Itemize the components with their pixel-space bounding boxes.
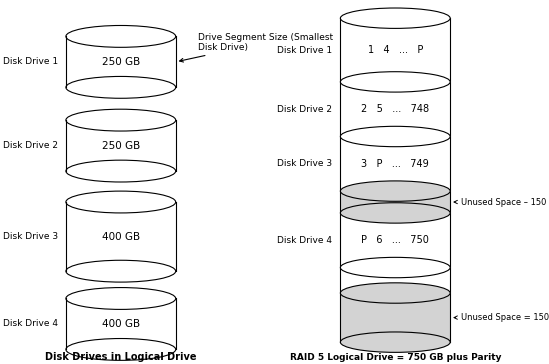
Ellipse shape — [340, 203, 450, 223]
Text: Disk Drive 1: Disk Drive 1 — [277, 46, 332, 55]
Text: 2   5   ...   748: 2 5 ... 748 — [361, 104, 429, 114]
Ellipse shape — [66, 339, 176, 360]
Ellipse shape — [340, 126, 450, 147]
Ellipse shape — [340, 181, 450, 201]
Text: Drive Segment Size (Smallest
Disk Drive): Drive Segment Size (Smallest Disk Drive) — [180, 33, 333, 62]
Text: Disk Drive 3: Disk Drive 3 — [3, 232, 58, 241]
Ellipse shape — [66, 109, 176, 131]
Ellipse shape — [66, 160, 176, 182]
Text: Disk Drives in Logical Drive: Disk Drives in Logical Drive — [45, 352, 197, 362]
Text: 250 GB: 250 GB — [102, 57, 140, 67]
Ellipse shape — [66, 191, 176, 213]
Polygon shape — [66, 120, 176, 171]
Text: Disk Drive 1: Disk Drive 1 — [3, 58, 58, 66]
Ellipse shape — [340, 283, 450, 303]
Text: RAID 5 Logical Drive = 750 GB plus Parity: RAID 5 Logical Drive = 750 GB plus Parit… — [289, 353, 501, 362]
Text: P   6   ...   750: P 6 ... 750 — [361, 235, 429, 245]
Ellipse shape — [66, 260, 176, 282]
Text: Disk Drive 4: Disk Drive 4 — [277, 236, 332, 245]
Polygon shape — [66, 36, 176, 87]
Text: Unused Space – 150 GB: Unused Space – 150 GB — [454, 198, 549, 206]
Ellipse shape — [66, 25, 176, 47]
Ellipse shape — [340, 72, 450, 92]
Polygon shape — [340, 191, 450, 213]
Text: 400 GB: 400 GB — [102, 232, 140, 242]
Text: 250 GB: 250 GB — [102, 141, 140, 151]
Ellipse shape — [340, 8, 450, 28]
Text: 400 GB: 400 GB — [102, 319, 140, 329]
Text: Unused Space = 150 GB: Unused Space = 150 GB — [454, 313, 549, 322]
Text: Disk Drive 3: Disk Drive 3 — [277, 159, 332, 168]
Ellipse shape — [340, 332, 450, 352]
Ellipse shape — [66, 76, 176, 98]
Ellipse shape — [340, 257, 450, 278]
Polygon shape — [66, 202, 176, 271]
Polygon shape — [66, 298, 176, 349]
Text: Disk Drive 4: Disk Drive 4 — [3, 320, 58, 328]
Polygon shape — [340, 293, 450, 342]
Polygon shape — [340, 18, 450, 342]
Ellipse shape — [66, 288, 176, 309]
Text: Disk Drive 2: Disk Drive 2 — [3, 141, 58, 150]
Text: Disk Drive 2: Disk Drive 2 — [277, 105, 332, 114]
Text: 3   P   ...   749: 3 P ... 749 — [361, 159, 429, 169]
Text: 1   4   ...   P: 1 4 ... P — [368, 45, 423, 55]
